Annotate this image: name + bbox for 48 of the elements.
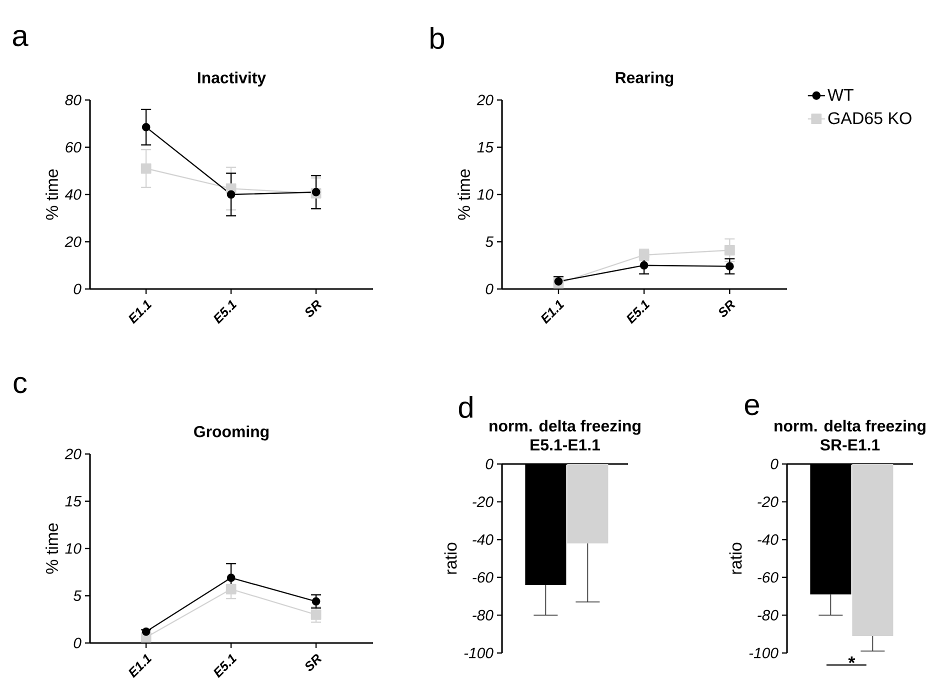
text: e xyxy=(744,398,759,416)
y-tick-label: -20 xyxy=(758,496,778,508)
chart-title: Inactivity xyxy=(198,72,266,87)
y-axis-title: % time xyxy=(46,169,58,220)
y-tick-label: -80 xyxy=(472,610,494,620)
y-tick-label: 5 xyxy=(486,236,494,247)
chart-title: norm. delta freezing SR-E1.1 xyxy=(774,420,926,450)
y-tick-label: -100 xyxy=(464,648,494,658)
y-tick-label: 20 xyxy=(476,94,494,106)
chart-title: norm. delta freezing E5.1-E1.1 xyxy=(490,420,640,450)
y-tick-label: 40 xyxy=(64,189,82,200)
y-tick-label: -40 xyxy=(758,534,778,545)
chart-title: Rearing xyxy=(616,72,674,86)
y-tick-label: 80 xyxy=(65,94,82,106)
x-tick-label: SR xyxy=(305,300,322,317)
y-axis-title: ratio xyxy=(729,542,742,574)
y-tick-label: 20 xyxy=(64,448,82,460)
y-tick-label: 10 xyxy=(65,543,82,554)
y-tick-label: -40 xyxy=(472,534,494,545)
y-tick-label: -100 xyxy=(749,648,778,658)
y-tick-label: -60 xyxy=(758,572,778,583)
legend-label: GAD65 KO xyxy=(828,112,912,124)
y-tick-label: 15 xyxy=(65,496,82,506)
y-axis-title: ratio xyxy=(444,542,457,574)
text: * xyxy=(848,656,856,664)
text: b xyxy=(430,27,444,49)
y-tick-label: 20 xyxy=(64,236,82,248)
y-tick-label: 5 xyxy=(73,590,82,601)
text: c xyxy=(14,376,27,394)
text: a xyxy=(12,30,28,46)
y-tick-label: 0 xyxy=(486,458,494,470)
x-tick-label: SR xyxy=(305,654,322,671)
y-tick-label: 0 xyxy=(74,638,82,648)
legend-label: WT xyxy=(828,89,854,101)
y-tick-label: 0 xyxy=(74,284,82,294)
text: d xyxy=(458,396,472,418)
y-tick-label: 10 xyxy=(477,189,494,200)
y-tick-label: -20 xyxy=(472,496,494,508)
y-tick-label: -60 xyxy=(472,572,494,583)
y-tick-label: 0 xyxy=(770,458,778,470)
y-axis-title: % time xyxy=(46,523,58,574)
y-tick-label: 0 xyxy=(486,284,494,294)
y-tick-label: 15 xyxy=(477,142,494,152)
chart-title: Grooming xyxy=(194,426,269,440)
x-tick-label: SR xyxy=(719,300,736,317)
y-tick-label: 60 xyxy=(66,142,82,153)
y-axis-title: % time xyxy=(458,169,470,220)
y-tick-label: -80 xyxy=(758,610,778,620)
